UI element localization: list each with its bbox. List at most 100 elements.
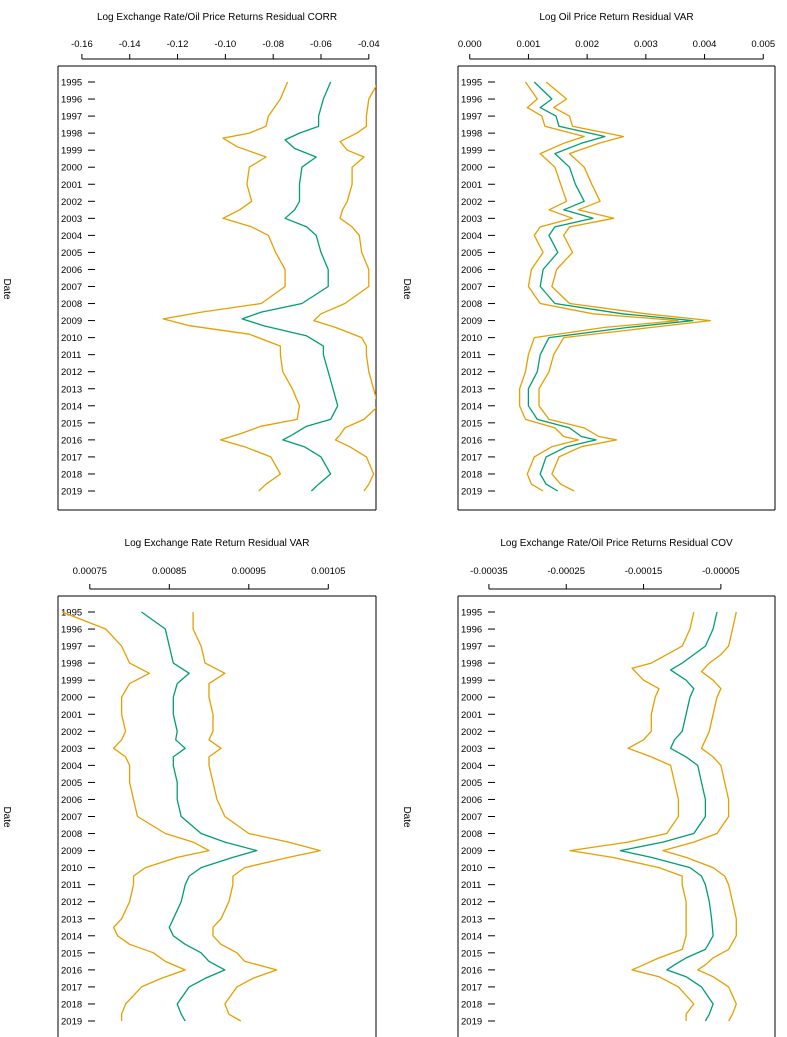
series-line-upper xyxy=(192,612,321,1022)
y-tick-label: 2008 xyxy=(461,299,482,310)
y-tick-label: 2017 xyxy=(461,452,482,463)
y-tick-label: 2011 xyxy=(461,880,481,891)
y-tick-label: 2013 xyxy=(461,384,482,395)
y-axis-title: Date xyxy=(1,278,12,300)
y-tick-label: 2011 xyxy=(461,350,481,361)
y-tick-label: 2019 xyxy=(461,487,482,498)
chart-title: Log Exchange Rate/Oil Price Returns Resi… xyxy=(500,538,733,549)
y-tick-label: 2000 xyxy=(61,163,82,174)
chart-title: Log Oil Price Return Residual VAR xyxy=(539,12,693,23)
y-tick-label: 2002 xyxy=(461,197,482,208)
y-tick-label: 2010 xyxy=(461,333,482,344)
y-tick-label: 2009 xyxy=(61,316,82,327)
y-tick-label: 1995 xyxy=(61,78,82,89)
y-tick-label: 2012 xyxy=(61,897,82,908)
y-tick-label: 2014 xyxy=(61,931,82,942)
chart-panel-1: Log Exchange Rate/Oil Price Returns Resi… xyxy=(1,12,380,511)
x-tick-label: 0.00095 xyxy=(232,566,266,577)
y-tick-label: 1998 xyxy=(461,129,482,140)
y-tick-label: 1998 xyxy=(461,659,482,670)
series-line-upper xyxy=(662,611,737,1022)
y-tick-label: 2019 xyxy=(61,487,82,498)
y-tick-label: 2013 xyxy=(61,384,82,395)
y-tick-label: 1996 xyxy=(461,625,482,636)
y-tick-label: 2015 xyxy=(61,418,82,429)
y-axis-title: Date xyxy=(401,278,412,300)
y-tick-label: 2000 xyxy=(61,693,82,704)
series-line-upper xyxy=(538,81,712,492)
y-tick-label: 2005 xyxy=(461,778,482,789)
y-tick-label: 2019 xyxy=(461,1017,482,1028)
y-tick-label: 1997 xyxy=(61,642,82,653)
y-tick-label: 2003 xyxy=(461,744,482,755)
y-tick-label: 2009 xyxy=(61,846,82,857)
series-line-lower xyxy=(569,611,695,1021)
x-tick-label: 0.003 xyxy=(634,39,658,50)
y-tick-label: 2002 xyxy=(61,197,82,208)
x-tick-label: 0.00105 xyxy=(311,566,345,577)
y-axis-title: Date xyxy=(401,806,412,828)
y-tick-label: 1997 xyxy=(461,642,482,653)
series-line-estimate xyxy=(527,81,694,492)
series-line-lower xyxy=(518,81,679,492)
y-tick-label: 2012 xyxy=(461,367,482,378)
chart-panel-2: Log Oil Price Return Residual VAR 0.000 0.… xyxy=(401,12,776,511)
y-tick-label: 2019 xyxy=(61,1017,82,1028)
series-line-estimate xyxy=(619,611,718,1022)
x-tick-label: -0.04 xyxy=(358,39,380,50)
y-tick-label: 2013 xyxy=(61,914,82,925)
x-tick-label: -0.12 xyxy=(167,39,189,50)
y-tick-label: 2007 xyxy=(61,812,82,823)
y-tick-label: 2016 xyxy=(461,965,482,976)
y-tick-label: 2007 xyxy=(461,812,482,823)
y-tick-label: 2008 xyxy=(61,829,82,840)
x-tick-label: 0.00075 xyxy=(73,566,107,577)
x-tick-label: -0.00035 xyxy=(470,566,508,577)
y-tick-label: 2007 xyxy=(61,282,82,293)
y-tick-label: 2017 xyxy=(61,982,82,993)
x-tick-label: 0.002 xyxy=(575,39,599,50)
y-tick-label: 2006 xyxy=(61,265,82,276)
y-tick-label: 2006 xyxy=(61,795,82,806)
y-tick-label: 2008 xyxy=(461,829,482,840)
chart-panel-4: Log Exchange Rate/Oil Price Returns Resi… xyxy=(401,538,776,1037)
y-tick-label: 1996 xyxy=(61,625,82,636)
y-tick-label: 2015 xyxy=(461,948,482,959)
y-tick-label: 2001 xyxy=(61,710,82,721)
y-tick-label: 1997 xyxy=(61,112,82,123)
x-tick-label: 0.00085 xyxy=(152,566,186,577)
series-line-estimate xyxy=(241,81,339,492)
y-tick-label: 2010 xyxy=(61,333,82,344)
y-tick-label: 2014 xyxy=(61,401,82,412)
y-tick-label: 2000 xyxy=(461,163,482,174)
y-tick-label: 2012 xyxy=(61,367,82,378)
y-tick-label: 2018 xyxy=(61,999,82,1010)
x-tick-label: -0.08 xyxy=(262,39,284,50)
y-tick-label: 2012 xyxy=(461,897,482,908)
y-tick-label: 2015 xyxy=(461,418,482,429)
y-tick-label: 2000 xyxy=(461,693,482,704)
y-tick-label: 2004 xyxy=(61,231,82,242)
y-tick-label: 2015 xyxy=(61,948,82,959)
y-tick-label: 2003 xyxy=(61,744,82,755)
y-tick-label: 1999 xyxy=(461,146,482,157)
chart-title: Log Exchange Rate Return Residual VAR xyxy=(125,538,310,549)
y-tick-label: 2005 xyxy=(61,248,82,259)
chart-title: Log Exchange Rate/Oil Price Returns Resi… xyxy=(97,12,337,23)
y-tick-label: 2018 xyxy=(461,999,482,1010)
series-line-estimate xyxy=(141,611,258,1022)
y-tick-label: 2009 xyxy=(461,316,482,327)
y-tick-label: 1997 xyxy=(461,112,482,123)
x-tick-label: -0.06 xyxy=(310,39,332,50)
y-tick-label: 2016 xyxy=(61,965,82,976)
y-tick-label: 2014 xyxy=(461,401,482,412)
chart-panel-3: Log Exchange Rate Return Residual VAR 0.0… xyxy=(1,538,377,1037)
y-tick-label: 2001 xyxy=(61,180,82,191)
x-tick-label: -0.00015 xyxy=(625,566,663,577)
y-tick-label: 2003 xyxy=(461,214,482,225)
x-tick-label: -0.10 xyxy=(215,39,237,50)
y-tick-label: 2018 xyxy=(461,469,482,480)
y-tick-label: 1995 xyxy=(461,78,482,89)
y-tick-label: 2007 xyxy=(461,282,482,293)
y-tick-label: 2004 xyxy=(461,231,482,242)
